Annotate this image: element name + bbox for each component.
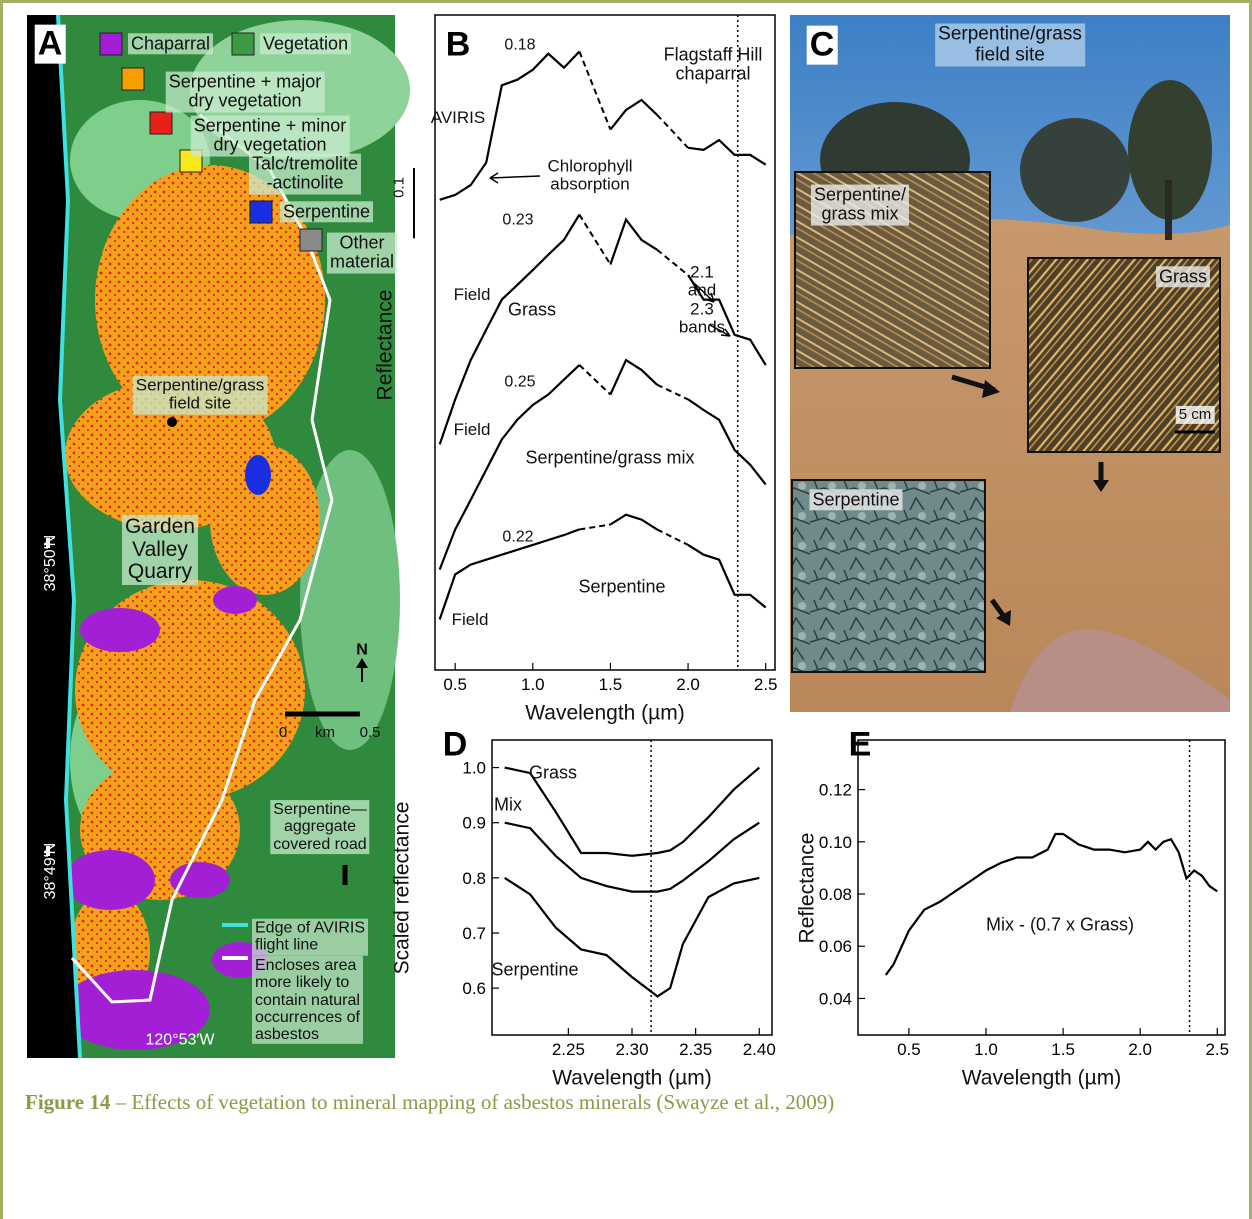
legend-swatch xyxy=(150,112,172,134)
lat-tick xyxy=(46,846,50,856)
legend-swatch xyxy=(250,201,272,223)
caption: Figure 14 – Effects of vegetation to min… xyxy=(25,1090,1225,1115)
page: 0.5 1.0 1.5 2.0 2.5 2.25 2.30 2.35 2.40 0.6 0.7 0.8… xyxy=(0,0,1252,1219)
x-tick-label: 2.5 xyxy=(754,675,778,694)
map xyxy=(27,15,410,1058)
legend-swatch xyxy=(100,33,122,55)
y-tick-label: 0.04 xyxy=(819,989,852,1008)
x-tick-label: 2.5 xyxy=(1205,1040,1229,1059)
gap-bridge xyxy=(657,529,688,544)
plot-frame xyxy=(858,740,1225,1035)
gap-bridge xyxy=(657,115,688,148)
y-tick-label: 0.8 xyxy=(462,869,486,888)
x-tick-label: 2.35 xyxy=(679,1040,712,1059)
gap-bridge xyxy=(579,215,610,265)
x-tick-label: 2.40 xyxy=(743,1040,776,1059)
y-tick-label: 0.08 xyxy=(819,885,852,904)
gap-bridge xyxy=(657,250,688,275)
gap-bridge xyxy=(579,365,610,395)
legend-swatch xyxy=(122,68,144,90)
x-tick-label: 1.0 xyxy=(974,1040,998,1059)
x-tick-label: 2.30 xyxy=(615,1040,648,1059)
x-tick-label: 1.5 xyxy=(1051,1040,1075,1059)
series-line xyxy=(505,823,760,892)
x-tick-label: 2.0 xyxy=(676,675,700,694)
y-tick-label: 1.0 xyxy=(462,759,486,778)
series-line xyxy=(886,834,1218,975)
caption-label: Figure 14 xyxy=(25,1090,110,1114)
y-tick-label: 0.12 xyxy=(819,781,852,800)
x-tick-label: 0.5 xyxy=(897,1040,921,1059)
y-tick-label: 0.06 xyxy=(819,937,852,956)
x-tick-label: 2.25 xyxy=(552,1040,585,1059)
photo xyxy=(790,15,1230,712)
series-line xyxy=(505,878,760,997)
caption-text: – Effects of vegetation to mineral mappi… xyxy=(116,1090,835,1114)
y-tick-label: 0.10 xyxy=(819,833,852,852)
gap-bridge xyxy=(579,525,610,530)
y-tick-label: 0.6 xyxy=(462,979,486,998)
x-tick-label: 1.5 xyxy=(599,675,623,694)
lat-tick xyxy=(46,538,50,548)
legend-swatch xyxy=(300,229,322,251)
x-tick-label: 2.0 xyxy=(1128,1040,1152,1059)
figure: 0.5 1.0 1.5 2.0 2.5 2.25 2.30 2.35 2.40 0.6 0.7 0.8… xyxy=(0,0,1252,1219)
series-line xyxy=(440,515,766,620)
y-tick-label: 0.9 xyxy=(462,814,486,833)
plot-frame xyxy=(492,740,772,1035)
series-line xyxy=(440,52,766,200)
y-tick-label: 0.7 xyxy=(462,924,486,943)
arrows xyxy=(490,173,730,336)
legend-swatch xyxy=(232,33,254,55)
x-tick-label: 0.5 xyxy=(443,675,467,694)
gap-bridge xyxy=(579,52,610,130)
gap-bridge xyxy=(657,385,688,400)
series-line xyxy=(440,360,766,569)
x-tick-label: 1.0 xyxy=(521,675,545,694)
legend-swatch xyxy=(180,150,202,172)
